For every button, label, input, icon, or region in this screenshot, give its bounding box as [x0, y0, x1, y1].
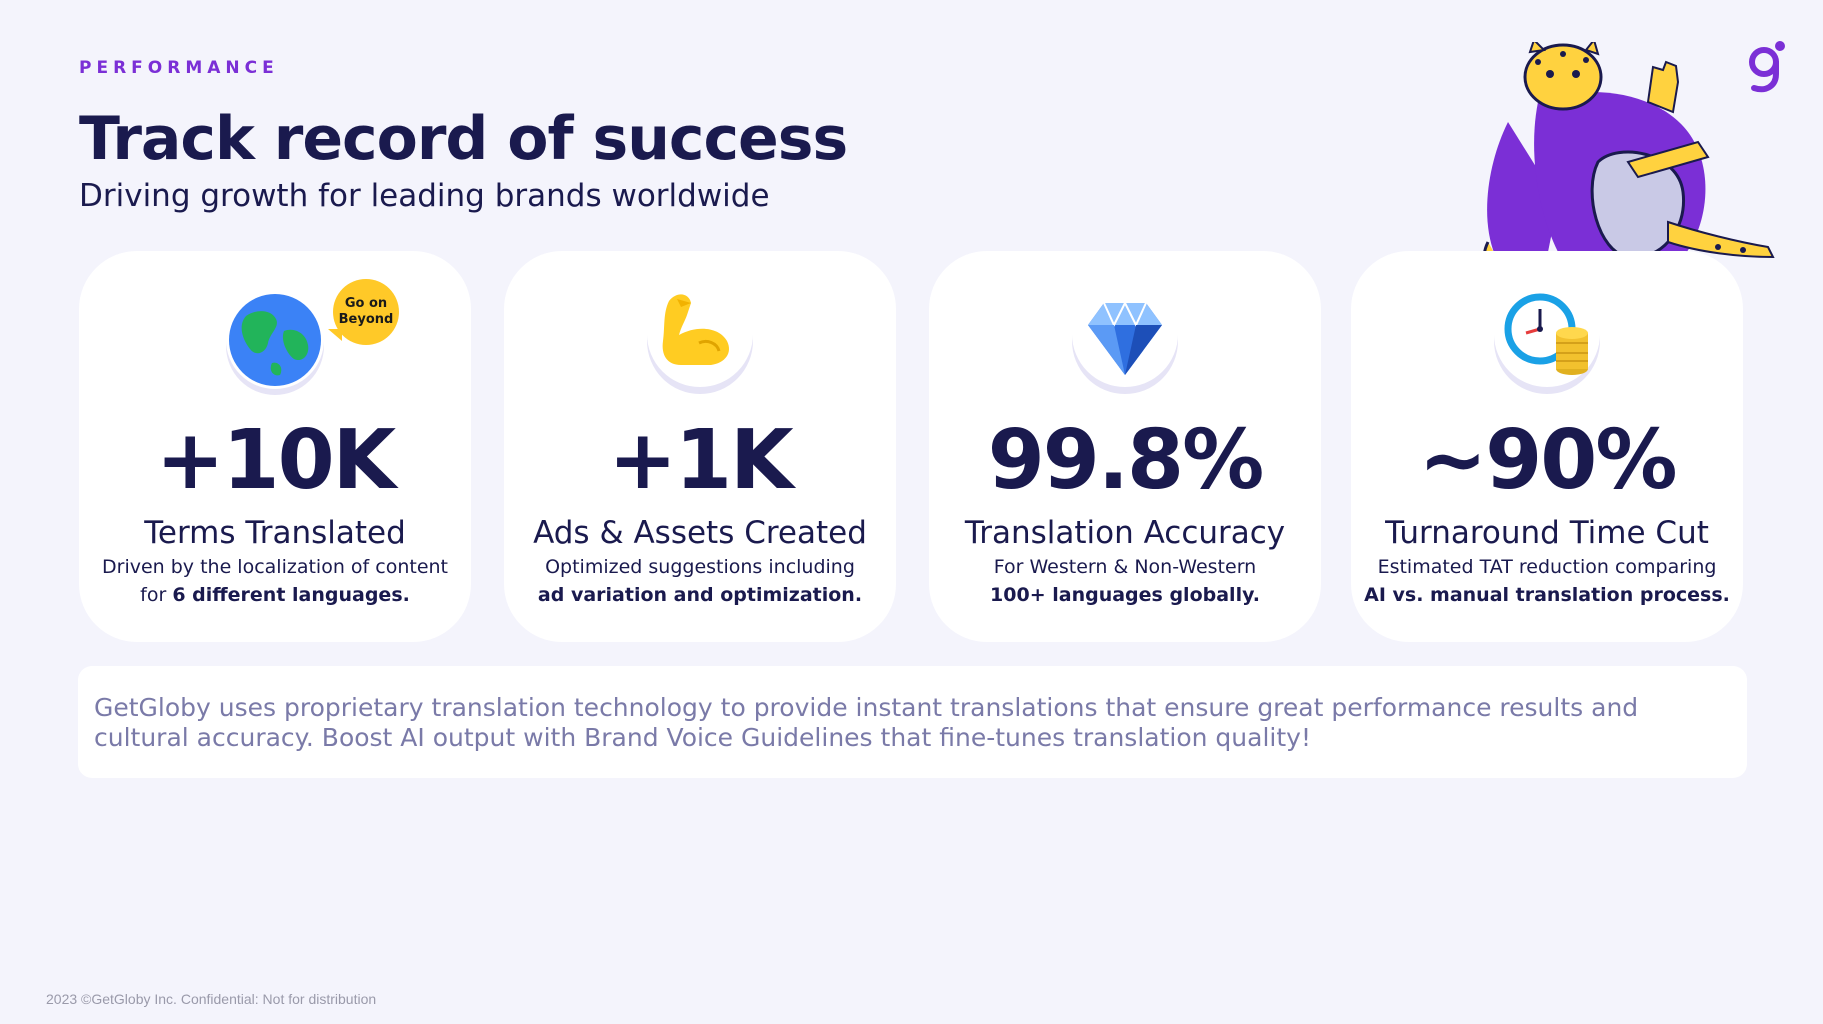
section-eyebrow: PERFORMANCE — [79, 58, 279, 78]
page-title: Track record of success — [79, 104, 848, 174]
stat-card-accuracy: 99.8% Translation Accuracy For Western &… — [929, 251, 1321, 642]
icon-badge — [1494, 281, 1600, 387]
getgloby-logo-icon — [1749, 41, 1785, 93]
desc-bold: 6 different languages. — [172, 584, 410, 606]
stat-description: Driven by the localization of content fo… — [89, 553, 461, 609]
badge-line2: Beyond — [338, 312, 394, 327]
stat-description: Estimated TAT reduction comparing AI vs.… — [1361, 553, 1733, 609]
desc-line1: Driven by the localization of content — [102, 556, 448, 578]
stat-label: Ads & Assets Created — [533, 515, 867, 551]
globe-icon — [229, 294, 321, 386]
icon-badge — [1072, 281, 1178, 387]
desc-line1: Estimated TAT reduction comparing — [1377, 556, 1717, 578]
desc-bold: ad variation and optimization. — [537, 584, 863, 606]
page-subtitle: Driving growth for leading brands worldw… — [79, 178, 770, 214]
stat-value: +1K — [608, 413, 793, 508]
desc-bold: AI vs. manual translation process. — [1364, 584, 1730, 606]
desc-line2: for 6 different languages. — [89, 581, 461, 609]
desc-bold: 100+ languages globally. — [990, 584, 1260, 606]
footer-copyright: 2023 ©GetGloby Inc. Confidential: Not fo… — [46, 991, 377, 1007]
stat-value: +10K — [155, 413, 396, 508]
desc-line2: ad variation and optimization. — [514, 581, 886, 609]
stat-card-terms: Go on Beyond +10K Terms Translated Drive… — [79, 251, 471, 642]
desc-line2: AI vs. manual translation process. — [1361, 581, 1733, 609]
desc-line1: Optimized suggestions including — [545, 556, 855, 578]
stat-label: Translation Accuracy — [964, 515, 1286, 551]
stat-description: Optimized suggestions including ad varia… — [514, 553, 886, 609]
stat-value: 99.8% — [987, 413, 1264, 508]
icon-badge — [226, 291, 324, 389]
info-panel: GetGloby uses proprietary translation te… — [78, 666, 1747, 778]
info-text: GetGloby uses proprietary translation te… — [94, 693, 1639, 752]
clock-coins-icon — [1504, 293, 1588, 375]
stat-description: For Western & Non-Western 100+ languages… — [939, 553, 1311, 609]
stat-card-ads: +1K Ads & Assets Created Optimized sugge… — [504, 251, 896, 642]
flexed-bicep-icon — [662, 294, 730, 365]
desc-line2: 100+ languages globally. — [939, 581, 1311, 609]
icon-badge — [647, 281, 753, 387]
go-on-beyond-badge: Go on Beyond — [328, 279, 399, 345]
badge-line1: Go on — [344, 296, 388, 311]
desc-line1: For Western & Non-Western — [993, 556, 1257, 578]
stat-value: ~90% — [1418, 413, 1678, 508]
desc-prefix: for — [140, 584, 173, 606]
diamond-icon — [1088, 300, 1162, 375]
stat-label: Turnaround Time Cut — [1385, 515, 1709, 551]
stat-label: Terms Translated — [144, 515, 406, 551]
stat-card-turnaround: ~90% Turnaround Time Cut Estimated TAT r… — [1351, 251, 1743, 642]
